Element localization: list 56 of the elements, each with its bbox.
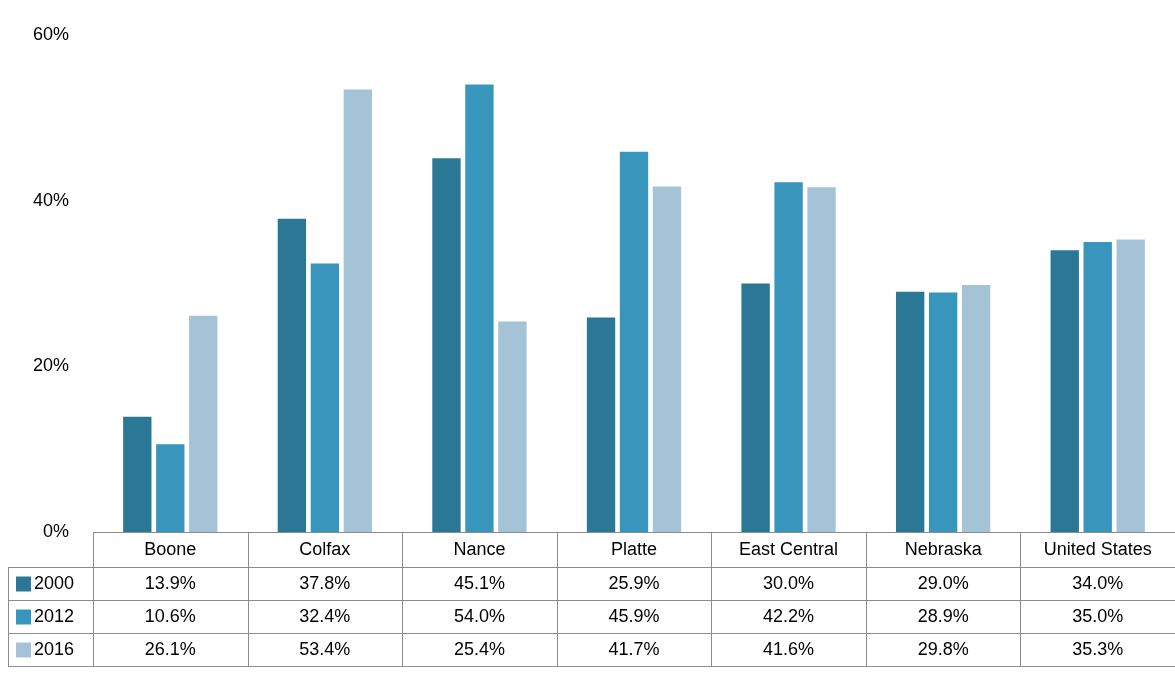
bar	[1116, 239, 1145, 532]
data-label: 30.0%	[763, 573, 815, 594]
data-label: 42.2%	[763, 606, 815, 627]
bar	[465, 84, 494, 532]
data-label: 35.3%	[1072, 639, 1124, 660]
data-label: 45.1%	[453, 573, 505, 594]
data-label: 41.7%	[608, 639, 660, 660]
x-tick-label: Boone	[144, 539, 197, 560]
data-label: 26.1%	[144, 639, 196, 660]
x-tick-label: Nance	[453, 539, 506, 560]
bar	[807, 187, 836, 532]
y-tick-label: 20%	[32, 355, 69, 376]
y-tick-label: 0%	[42, 520, 69, 541]
data-label: 45.9%	[608, 606, 660, 627]
data-label: 29.0%	[917, 573, 969, 594]
data-label: 25.4%	[453, 639, 505, 660]
bar	[1083, 241, 1112, 532]
bar	[498, 321, 527, 532]
data-label: 10.6%	[144, 606, 196, 627]
x-tick-label: Colfax	[299, 539, 351, 560]
data-label: 32.4%	[299, 606, 351, 627]
y-tick-label: 40%	[32, 189, 69, 210]
bar	[123, 416, 152, 532]
x-tick-label: East Central	[739, 539, 839, 560]
bar	[774, 182, 803, 532]
bar	[741, 283, 770, 532]
bar	[1050, 250, 1079, 532]
bar	[928, 292, 958, 532]
legend-label: 2012	[34, 606, 75, 627]
bar	[586, 317, 616, 532]
data-label: 25.9%	[608, 573, 660, 594]
data-label: 41.6%	[763, 639, 815, 660]
x-tick-label: Platte	[610, 539, 658, 560]
legend-label: 2016	[34, 639, 75, 660]
bar	[189, 315, 218, 532]
data-label: 29.8%	[917, 639, 969, 660]
data-label: 13.9%	[144, 573, 196, 594]
legend-label: 2000	[34, 573, 75, 594]
data-label: 28.9%	[917, 606, 969, 627]
x-tick-label: Nebraska	[904, 539, 983, 560]
bar	[310, 263, 340, 532]
data-label: 35.0%	[1072, 606, 1124, 627]
bar	[652, 186, 682, 532]
bar	[343, 89, 373, 532]
data-label: 53.4%	[299, 639, 351, 660]
bar	[277, 218, 307, 532]
x-tick-label: United States	[1043, 539, 1152, 560]
bar	[432, 158, 461, 532]
bar	[619, 151, 649, 532]
bar	[156, 444, 185, 532]
y-tick-label: 60%	[32, 23, 69, 44]
bar	[961, 285, 991, 532]
data-label: 34.0%	[1072, 573, 1124, 594]
data-label: 37.8%	[299, 573, 351, 594]
data-label: 54.0%	[453, 606, 505, 627]
bar	[895, 291, 925, 532]
